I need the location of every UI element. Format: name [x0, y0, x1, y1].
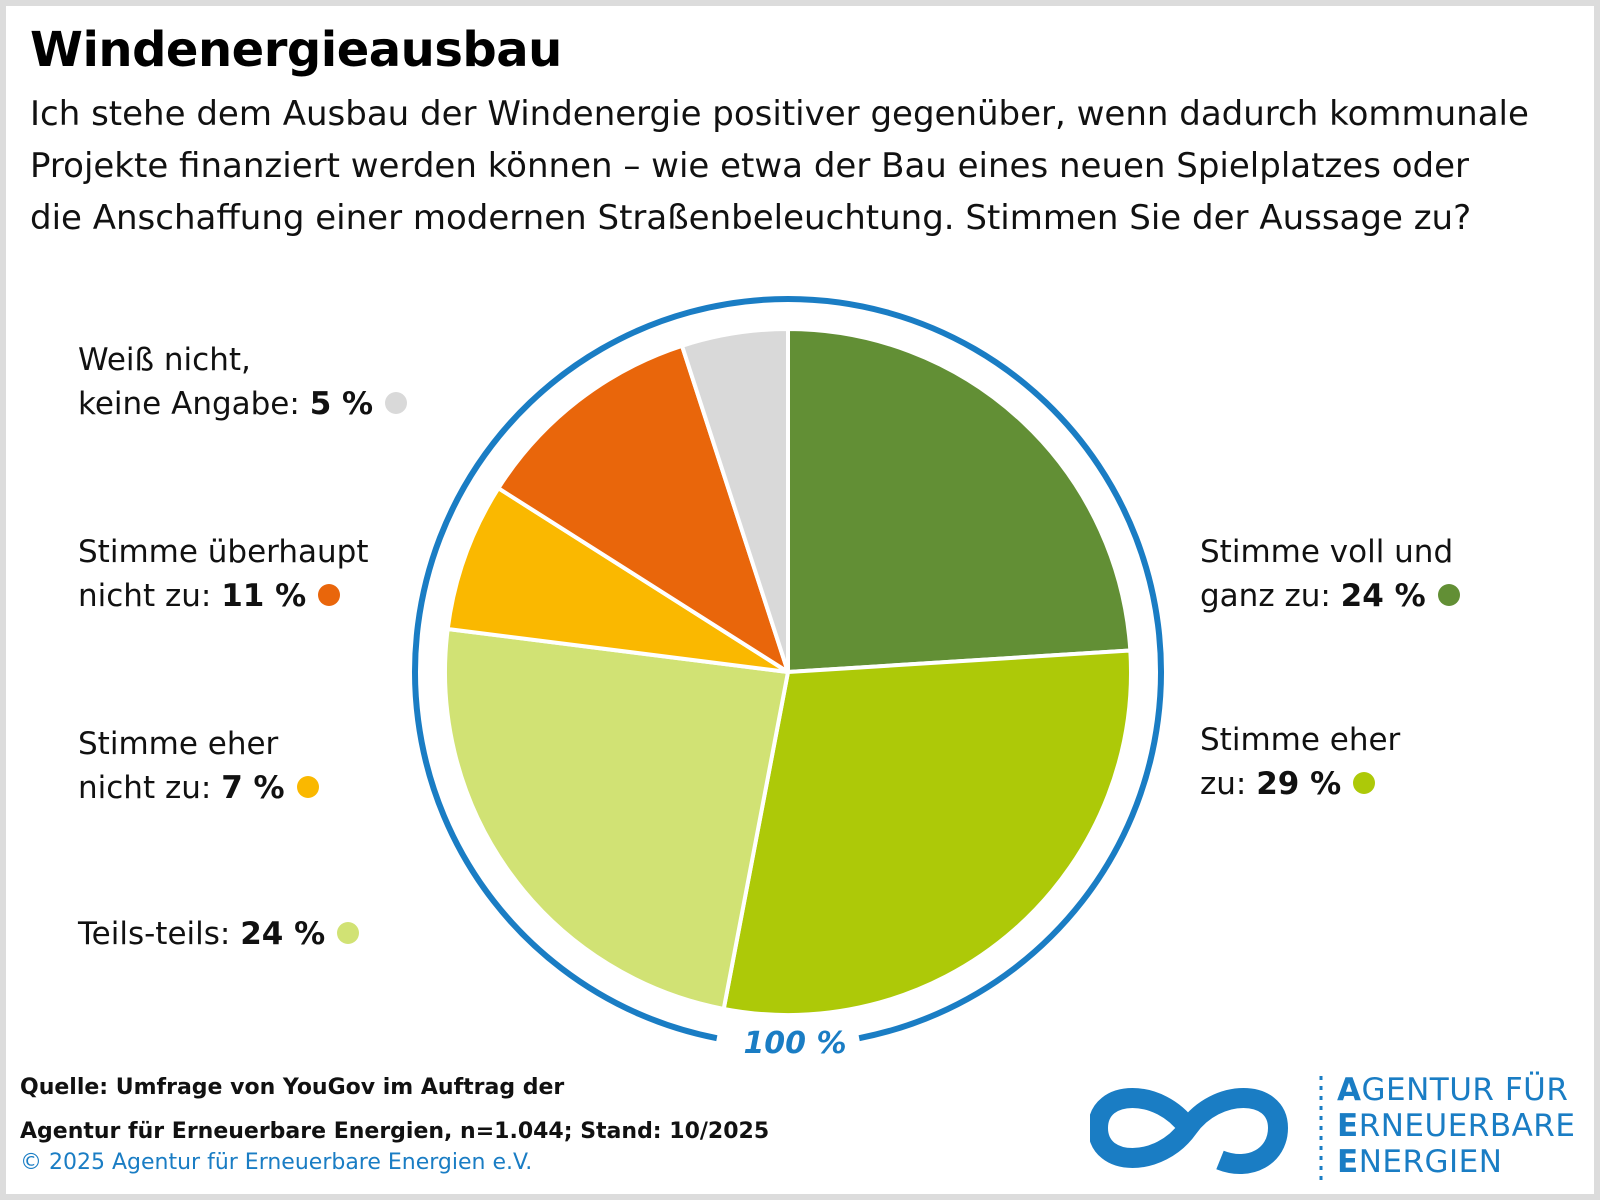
legend-dot: [318, 583, 341, 606]
logo-initial: A: [1337, 1072, 1362, 1108]
subtitle-line: Projekte finanziert werden können – wie …: [30, 146, 1470, 186]
slice-label-line2: keine Angabe:: [78, 386, 310, 422]
aee-logo-icon: [1090, 1076, 1323, 1180]
slice-value: 29 %: [1256, 766, 1342, 802]
slice-label-line1: Stimme voll und: [1200, 534, 1454, 570]
slice-label-line1: Stimme überhaupt: [78, 534, 369, 570]
slice-label-line1: Stimme eher: [78, 726, 279, 762]
logo-word: RNEUERBARE: [1358, 1108, 1576, 1144]
subtitle-line: Ich stehe dem Ausbau der Windenergie pos…: [30, 94, 1529, 134]
legend-dot: [1353, 771, 1376, 794]
source-line: Quelle: Umfrage von YouGov im Auftrag de…: [20, 1075, 565, 1100]
slice-label-line2: Teils-teils:: [78, 916, 241, 952]
pie-slice-0: [786, 327, 1133, 674]
slice-value: 11 %: [221, 578, 307, 614]
pie-slice-2: [443, 627, 790, 1011]
legend-dot: [1437, 583, 1460, 606]
source-line: Agentur für Erneuerbare Energien, n=1.04…: [20, 1119, 770, 1144]
source-note: Quelle: Umfrage von YouGov im Auftrag de…: [20, 1066, 769, 1154]
copyright: © 2025 Agentur für Erneuerbare Energien …: [20, 1150, 533, 1175]
slice-label-line1: Weiß nicht,: [78, 342, 251, 378]
legend-dot: [296, 775, 319, 798]
slice-value: 24 %: [1340, 578, 1426, 614]
slice-label-ueberhaupt-nicht: Stimme überhaupt nicht zu: 11 %: [78, 530, 369, 618]
pie-slice-4: [496, 343, 790, 674]
slice-label-line2: zu:: [1200, 766, 1257, 802]
slice-label-line2: ganz zu:: [1200, 578, 1341, 614]
total-ring: [412, 296, 1164, 1042]
slice-label-stimme-eher: Stimme eher zu: 29 %: [1200, 718, 1400, 806]
slice-label-line2: nicht zu:: [78, 578, 222, 614]
slice-label-teils-teils: Teils-teils: 24 %: [78, 912, 360, 956]
logo-initial: E: [1337, 1108, 1359, 1144]
legend-dot: [385, 391, 408, 414]
slice-label-weiss-nicht: Weiß nicht, keine Angabe: 5 %: [78, 338, 408, 426]
slice-label-eher-nicht: Stimme eher nicht zu: 7 %: [78, 722, 319, 810]
slice-label-stimme-voll: Stimme voll und ganz zu: 24 %: [1200, 530, 1460, 618]
subtitle-line: die Anschaffung einer modernen Straßenbe…: [30, 198, 1472, 238]
legend-dot: [337, 921, 360, 944]
slice-value: 24 %: [240, 916, 326, 952]
logo-word: NERGIEN: [1358, 1144, 1503, 1180]
pie-slice-1: [721, 648, 1133, 1017]
logo-initial: E: [1337, 1144, 1359, 1180]
slice-label-line1: Stimme eher: [1200, 722, 1401, 758]
slice-label-line2: nicht zu:: [78, 770, 222, 806]
pie-slice-3: [445, 486, 790, 674]
slice-value: 5 %: [309, 386, 374, 422]
total-label: 100 %: [735, 1026, 855, 1061]
logo-word: GENTUR FÜR: [1361, 1072, 1569, 1108]
chart-subtitle: Ich stehe dem Ausbau der Windenergie pos…: [30, 88, 1590, 244]
pie-slice-5: [680, 327, 790, 674]
chart-title: Windenergieausbau: [30, 22, 562, 78]
logo-wordmark: AGENTUR FÜR ERNEUERBARE ENERGIEN: [1337, 1072, 1575, 1180]
slice-value: 7 %: [221, 770, 285, 806]
